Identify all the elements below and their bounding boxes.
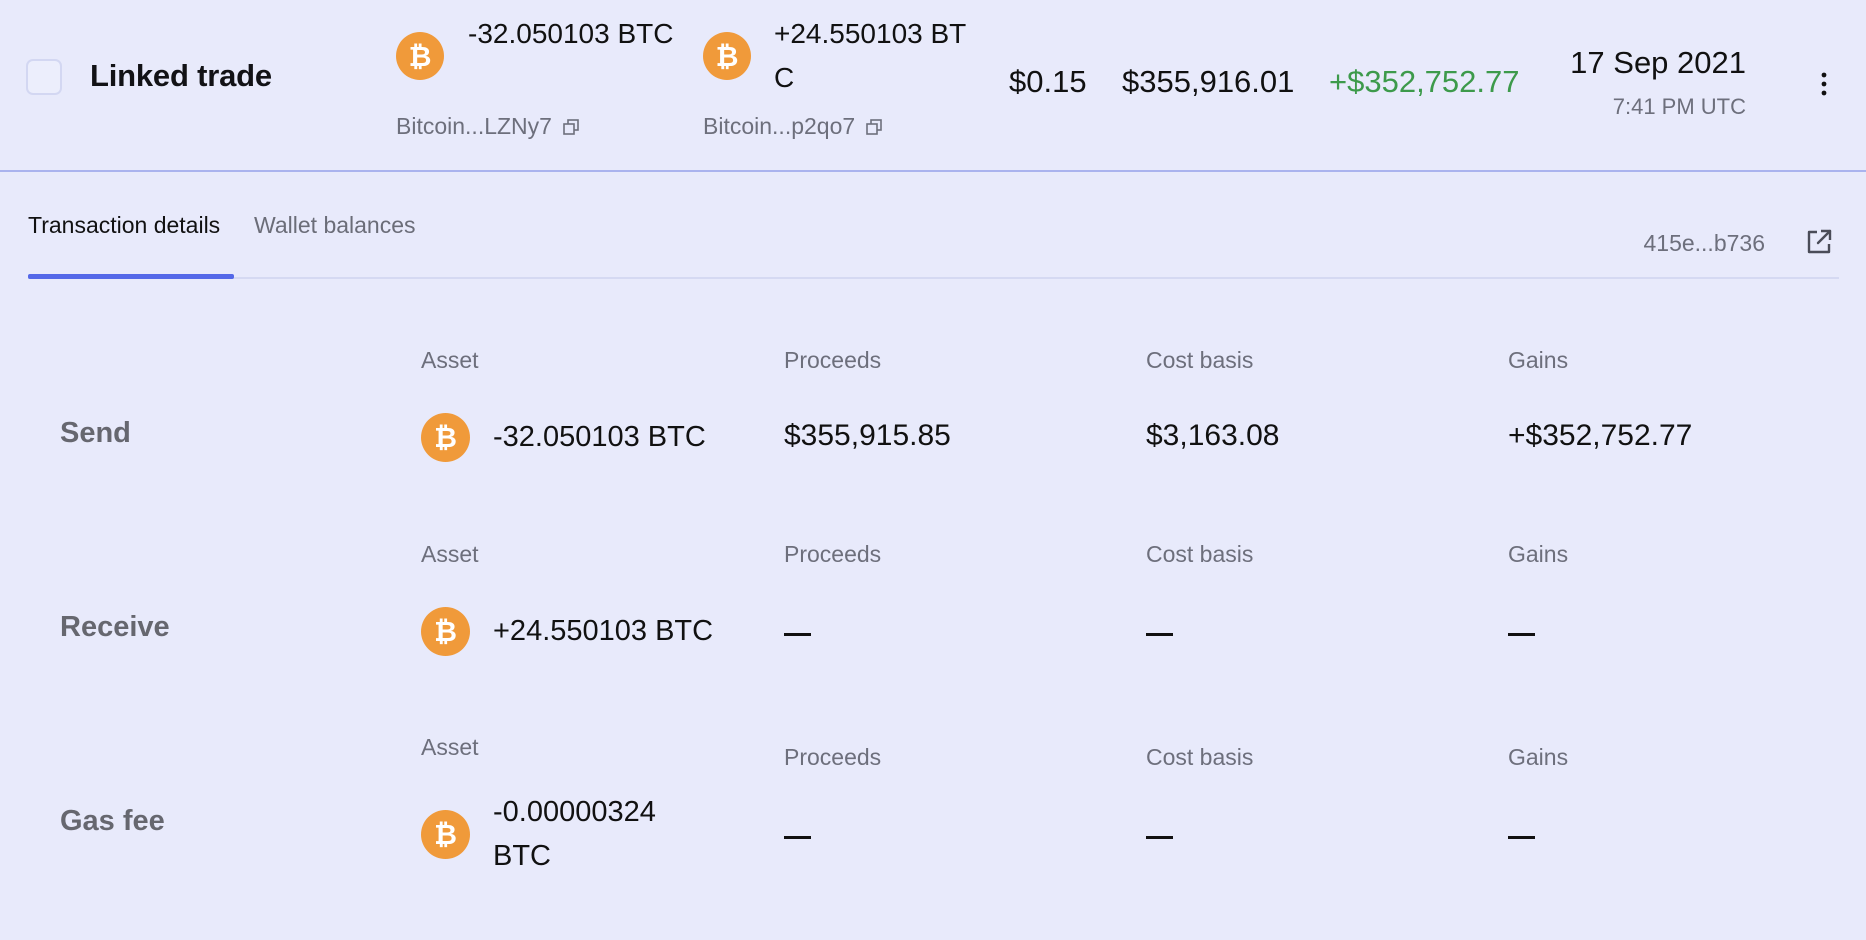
asset-amount: +24.550103 BTC xyxy=(493,615,714,647)
gain-value: +$352,752.77 xyxy=(1329,64,1520,99)
tab-wallet-balances[interactable]: Wallet balances xyxy=(254,212,416,238)
more-vertical-icon[interactable] xyxy=(1812,66,1836,102)
select-checkbox[interactable] xyxy=(26,59,62,95)
received-wallet: Bitcoin...p2qo7 xyxy=(703,113,883,140)
sent-amount: -32.050103 BTC xyxy=(468,18,674,49)
tab-transaction-details[interactable]: Transaction details xyxy=(28,212,221,238)
cost-basis-value: $3,163.08 xyxy=(1146,419,1280,452)
empty-cost-basis-dash xyxy=(1146,836,1173,839)
column-header-proceeds: Proceeds xyxy=(784,744,882,770)
column-header-proceeds: Proceeds xyxy=(784,347,882,373)
column-header-asset: Asset xyxy=(421,347,479,373)
column-header-gains: Gains xyxy=(1508,347,1569,373)
transaction-value: $355,916.01 xyxy=(1122,64,1295,99)
transaction-time: 7:41 PM UTC xyxy=(1612,94,1746,119)
tabs-divider xyxy=(28,277,1839,279)
transaction-hash[interactable]: 415e...b736 xyxy=(1643,230,1765,256)
received-amount: +24.550103 BTC xyxy=(774,18,967,93)
sent-wallet: Bitcoin...LZNy7 xyxy=(396,113,580,140)
copy-icon[interactable] xyxy=(562,118,580,136)
column-header-proceeds: Proceeds xyxy=(784,541,882,567)
external-link-icon[interactable] xyxy=(1804,227,1834,257)
column-header-gains: Gains xyxy=(1508,744,1569,770)
transaction-header-row[interactable]: Linked trade ₿ -32.050103 BTC Bitcoin...… xyxy=(0,0,1866,172)
transaction-date: 17 Sep 2021 xyxy=(1570,45,1746,80)
bitcoin-icon: ₿ xyxy=(421,413,470,462)
row-label: Send xyxy=(60,417,131,449)
copy-icon[interactable] xyxy=(865,118,883,136)
empty-gains-dash xyxy=(1508,633,1535,636)
fee-value: $0.15 xyxy=(1009,64,1087,99)
empty-proceeds-dash xyxy=(784,836,811,839)
gains-value: +$352,752.77 xyxy=(1508,419,1693,452)
bitcoin-icon: ₿ xyxy=(421,607,470,656)
asset-amount: -32.050103 BTC xyxy=(493,421,706,453)
row-label: Receive xyxy=(60,611,170,643)
column-header-gains: Gains xyxy=(1508,541,1569,567)
column-header-asset: Asset xyxy=(421,734,479,760)
active-tab-indicator xyxy=(28,274,234,279)
column-header-cost-basis: Cost basis xyxy=(1146,744,1254,770)
sent-wallet-name: Bitcoin...LZNy7 xyxy=(396,113,552,139)
column-header-cost-basis: Cost basis xyxy=(1146,541,1254,567)
transaction-type-title: Linked trade xyxy=(90,58,272,93)
bitcoin-icon: ₿ xyxy=(396,32,444,80)
empty-gains-dash xyxy=(1508,836,1535,839)
received-wallet-name: Bitcoin...p2qo7 xyxy=(703,113,856,139)
asset-amount: -0.00000324 BTC xyxy=(493,796,656,872)
bitcoin-icon: ₿ xyxy=(421,810,470,859)
proceeds-value: $355,915.85 xyxy=(784,419,951,452)
column-header-cost-basis: Cost basis xyxy=(1146,347,1254,373)
bitcoin-icon: ₿ xyxy=(703,32,751,80)
empty-proceeds-dash xyxy=(784,633,811,636)
empty-cost-basis-dash xyxy=(1146,633,1173,636)
row-label: Gas fee xyxy=(60,805,165,837)
column-header-asset: Asset xyxy=(421,541,479,567)
